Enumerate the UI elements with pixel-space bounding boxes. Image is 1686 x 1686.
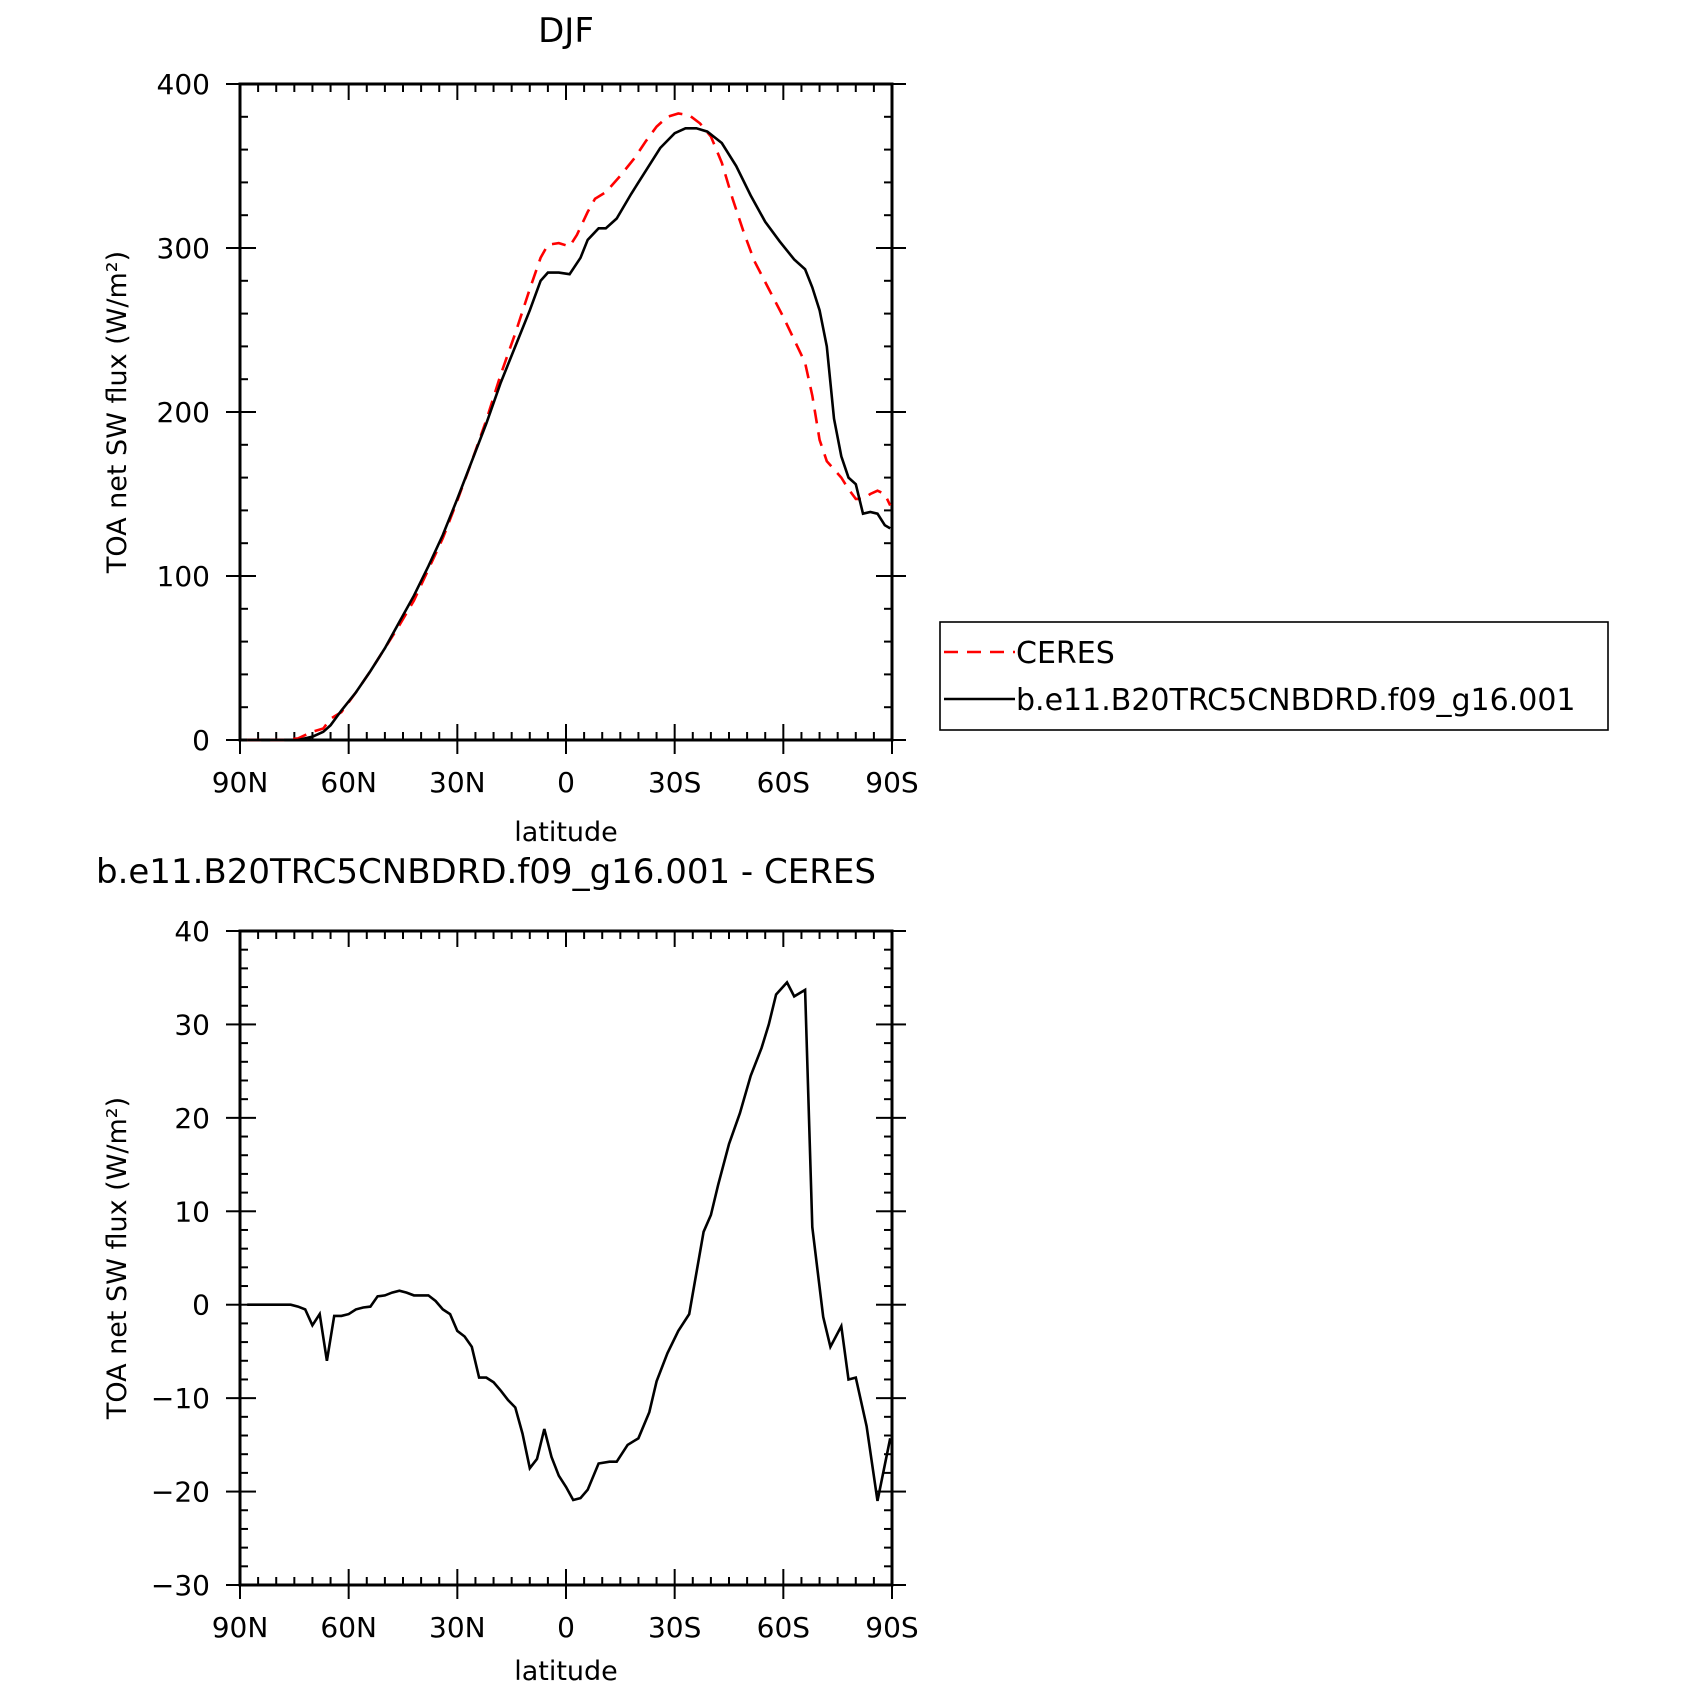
top-y-axis-label: TOA net SW flux (W/m²) — [102, 251, 133, 574]
bottom-y-tick-label: −20 — [151, 1476, 210, 1509]
series-line-difference — [247, 980, 892, 1502]
top-panel: DJF 90N 60N 30N 0 30S 60S 90S 0 100 200 … — [102, 11, 919, 848]
top-x-tick-labels: 90N 60N 30N 0 30S 60S 90S — [212, 766, 919, 799]
top-plot-frame — [238, 82, 894, 742]
legend-label-ceres: CERES — [1016, 636, 1115, 671]
bottom-y-tick-label: 40 — [174, 915, 210, 948]
bottom-y-tick-label: 10 — [174, 1195, 210, 1228]
bottom-x-tick-label: 60S — [757, 1611, 810, 1644]
bottom-x-tick-label: 0 — [557, 1611, 575, 1644]
bottom-x-tick-label: 30S — [648, 1611, 701, 1644]
top-y-tick-label: 300 — [157, 232, 210, 265]
series-line-ceres — [247, 112, 892, 742]
top-x-tick-label: 90S — [865, 766, 918, 799]
legend-box — [939, 621, 1609, 731]
legend: CERES b.e11.B20TRC5CNBDRD.f09_g16.001 — [939, 621, 1609, 731]
top-y-tick-label: 200 — [157, 396, 210, 429]
bottom-x-tick-label: 30N — [429, 1611, 486, 1644]
bottom-x-tick-label: 90N — [212, 1611, 269, 1644]
legend-label-model: b.e11.B20TRC5CNBDRD.f09_g16.001 — [1016, 683, 1576, 718]
top-chart-title: DJF — [538, 11, 594, 51]
bottom-y-tick-label: −30 — [151, 1569, 210, 1602]
bottom-y-tick-label: −10 — [151, 1382, 210, 1415]
top-x-tick-label: 60N — [320, 766, 377, 799]
top-x-tick-label: 60S — [757, 766, 810, 799]
bottom-y-tick-label: 20 — [174, 1102, 210, 1135]
bottom-y-ticks — [226, 930, 906, 1586]
top-y-tick-labels: 0 100 200 300 400 — [157, 68, 210, 757]
top-y-tick-label: 400 — [157, 68, 210, 101]
bottom-x-tick-label: 60N — [320, 1611, 377, 1644]
top-y-ticks — [226, 83, 906, 741]
top-x-tick-label: 30N — [429, 766, 486, 799]
bottom-y-tick-label: 30 — [174, 1008, 210, 1041]
top-y-tick-label: 100 — [157, 560, 210, 593]
top-x-tick-label: 90N — [212, 766, 269, 799]
bottom-chart-title: b.e11.B20TRC5CNBDRD.f09_g16.001 - CERES — [96, 852, 876, 892]
top-x-tick-label: 0 — [557, 766, 575, 799]
top-x-tick-label: 30S — [648, 766, 701, 799]
top-x-axis-label: latitude — [514, 817, 618, 848]
bottom-x-axis-label: latitude — [514, 1656, 618, 1686]
bottom-x-ticks — [239, 931, 893, 1599]
series-line-model — [247, 127, 891, 742]
bottom-x-tick-labels: 90N 60N 30N 0 30S 60S 90S — [212, 1611, 919, 1644]
bottom-x-tick-label: 90S — [865, 1611, 918, 1644]
bottom-y-tick-label: 0 — [192, 1289, 210, 1322]
bottom-panel: b.e11.B20TRC5CNBDRD.f09_g16.001 - CERES … — [96, 852, 919, 1686]
top-x-ticks — [239, 84, 893, 754]
bottom-y-axis-label: TOA net SW flux (W/m²) — [102, 1097, 133, 1420]
bottom-y-tick-labels: −30 −20 −10 0 10 20 30 40 — [151, 915, 210, 1602]
top-y-tick-label: 0 — [192, 724, 210, 757]
